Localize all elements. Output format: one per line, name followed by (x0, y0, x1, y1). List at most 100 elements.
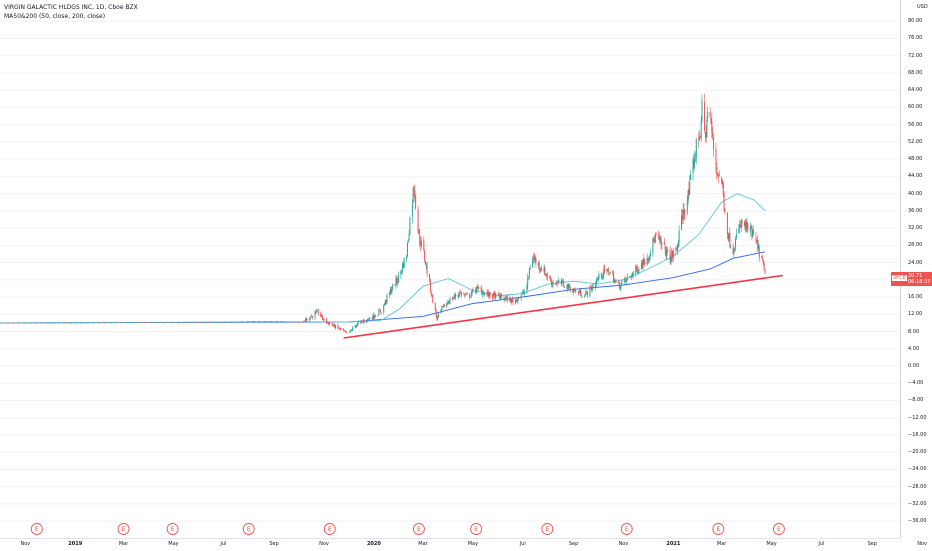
price-tick-label: −24.00 (908, 466, 927, 473)
candle-body (14, 322, 16, 324)
candle-body (578, 292, 580, 294)
candle-body (658, 235, 660, 238)
candle-body (254, 321, 256, 322)
earnings-marker[interactable]: E (323, 523, 336, 535)
candle-body (29, 322, 31, 324)
candle-body (669, 249, 671, 263)
candle-body (134, 322, 136, 323)
candle-body (294, 321, 296, 323)
candle-body (620, 283, 622, 288)
candle-body (230, 321, 232, 323)
candle-body (573, 289, 575, 293)
candle-body (173, 322, 175, 323)
candle-body (516, 299, 518, 302)
candle-body (119, 322, 121, 324)
candle-body (69, 322, 71, 324)
earnings-marker[interactable]: E (117, 523, 130, 535)
candle-body (168, 322, 170, 323)
candle-body (569, 287, 571, 292)
candle-body (162, 322, 164, 323)
candle-body (449, 298, 451, 304)
candle-body (492, 295, 494, 298)
candle-body (76, 322, 78, 324)
earnings-marker[interactable]: E (620, 523, 633, 535)
earnings-marker[interactable]: E (712, 523, 725, 535)
candle-body (182, 322, 184, 323)
candle-body (504, 299, 506, 300)
candle-body (692, 160, 694, 174)
candle-body (269, 321, 271, 322)
candle-body (31, 322, 33, 324)
candle-body (400, 270, 402, 275)
candle-body (196, 322, 198, 323)
candle-body (340, 329, 342, 330)
earnings-letter: E (247, 526, 251, 533)
candle-body (183, 322, 185, 323)
candle-body (237, 321, 239, 323)
candle-body (166, 322, 168, 323)
candle-body (606, 269, 608, 272)
time-tick-label: Sep (269, 541, 279, 547)
candle-body (150, 322, 152, 324)
candle-body (601, 276, 603, 278)
candle-body (217, 322, 219, 323)
candle-body (591, 286, 593, 291)
candle-body (19, 322, 21, 324)
candle-body (334, 325, 336, 329)
candle-body (577, 291, 579, 294)
candle-body (621, 281, 623, 285)
candle-body (380, 312, 382, 314)
candle-body (511, 297, 513, 300)
earnings-marker[interactable]: E (470, 523, 483, 535)
candle-body (475, 290, 477, 291)
candle-body (717, 175, 719, 177)
candle-body (747, 224, 749, 231)
price-tick-label: 48.00 (908, 156, 923, 163)
time-axis[interactable]: Nov 2019 Mar May Jul Sep Nov 2020 Mar May Jul Sep No… (0, 538, 927, 551)
trendline-layer[interactable] (343, 274, 784, 339)
candle-body (477, 286, 479, 288)
candle-body (546, 273, 548, 276)
candle-body (709, 111, 711, 118)
candle-body (436, 314, 438, 320)
candle-body (208, 322, 210, 323)
candle-body (39, 322, 41, 324)
candle-body (247, 321, 249, 322)
candle-body (589, 286, 591, 297)
candle-body (70, 322, 72, 324)
candle-body (420, 241, 422, 246)
candle-body (699, 135, 701, 137)
earnings-marker[interactable]: E (242, 523, 255, 535)
candle-body (199, 322, 201, 323)
candle-body (609, 272, 611, 274)
time-tick-label: Mar (118, 541, 129, 547)
earnings-letter: E (35, 526, 39, 533)
candle-body (82, 322, 84, 324)
candle-body (266, 321, 268, 322)
candle-body (156, 322, 158, 323)
earnings-marker[interactable]: E (166, 523, 179, 535)
candle-body (612, 271, 614, 275)
candle-body (294, 321, 296, 323)
candle-body (698, 138, 700, 140)
candle-body (655, 234, 657, 235)
earnings-marker[interactable]: E (30, 523, 43, 535)
support-trendline[interactable] (343, 274, 784, 339)
indicator-label[interactable]: MA50&200 (50, close, 200, close) (4, 13, 106, 20)
price-axis[interactable]: −36.00 −32.00 −28.00 −24.00 −20.00 −16.00 −12.… (891, 0, 932, 538)
candle-body (34, 322, 36, 324)
earnings-marker[interactable]: E (772, 523, 785, 535)
earnings-marker[interactable]: E (541, 523, 554, 535)
candle-body (17, 322, 19, 324)
candle-body (171, 322, 173, 323)
candle-body (12, 322, 14, 324)
price-tick-label: 60.00 (908, 104, 923, 111)
chart-area[interactable]: E E E E E E E E E E E VIRGIN GALACTIC HLDGS INC, 1… (0, 0, 900, 538)
candle-body (724, 208, 726, 213)
earnings-marker[interactable]: E (412, 523, 425, 535)
candle-body (618, 282, 620, 289)
candle-body (5, 322, 7, 324)
price-tick-label: 4.00 (908, 345, 920, 352)
candle-body (706, 120, 708, 138)
